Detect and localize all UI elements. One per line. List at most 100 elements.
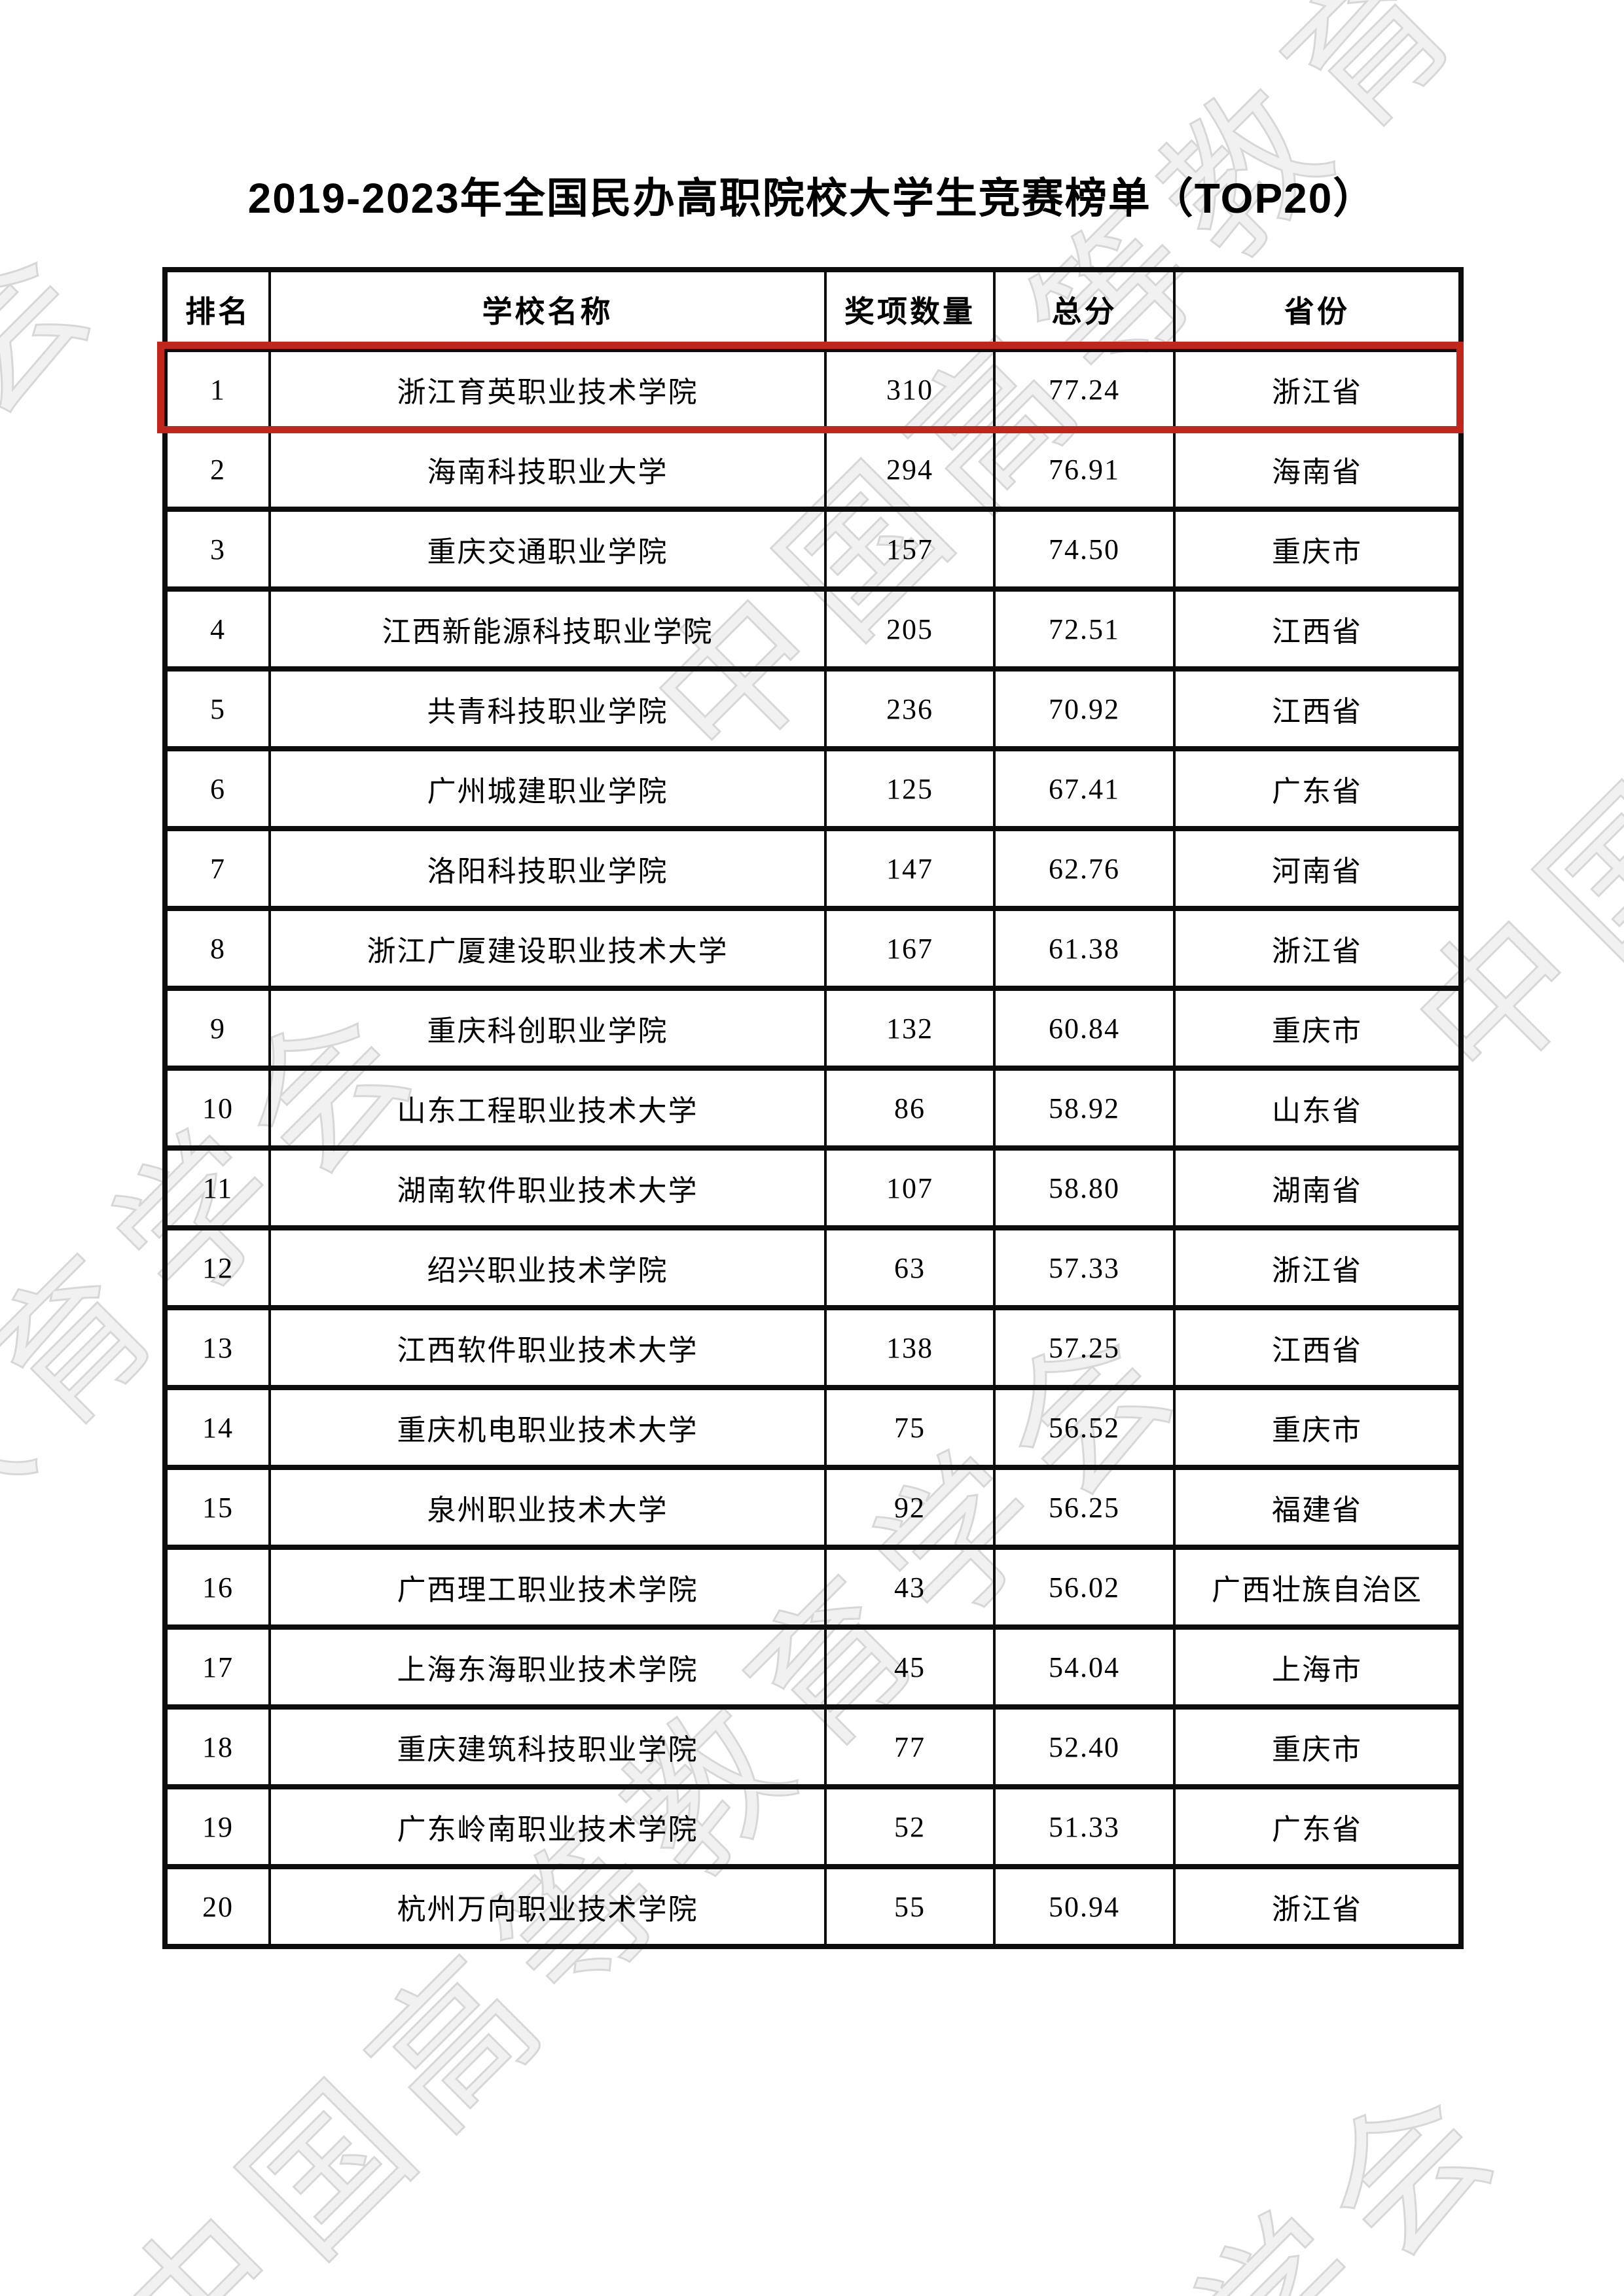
school-cell: 重庆科创职业学院: [268, 986, 827, 1071]
awards-cell: 43: [824, 1545, 996, 1630]
province-cell: 湖南省: [1173, 1145, 1462, 1230]
table-row: 6 广州城建职业学院 125 67.41 广东省: [164, 746, 1462, 831]
score-cell: 77.24: [993, 347, 1176, 432]
rank-cell: 4: [164, 586, 271, 672]
rank-cell: 16: [164, 1545, 271, 1630]
rank-cell: 14: [164, 1385, 271, 1470]
score-cell: 58.92: [993, 1066, 1176, 1151]
score-cell: 56.25: [993, 1465, 1176, 1550]
awards-cell: 77: [824, 1704, 996, 1789]
province-cell: 江西省: [1173, 666, 1462, 751]
score-cell: 51.33: [993, 1784, 1176, 1869]
rank-cell: 7: [164, 826, 271, 911]
table-row: 5 共青科技职业学院 236 70.92 江西省: [164, 666, 1462, 751]
awards-cell: 294: [824, 427, 996, 512]
table-row: 12 绍兴职业技术学院 63 57.33 浙江省: [164, 1225, 1462, 1310]
table-row: 13 江西软件职业技术大学 138 57.25 江西省: [164, 1305, 1462, 1390]
school-cell: 共青科技职业学院: [268, 666, 827, 751]
awards-cell: 310: [824, 347, 996, 432]
school-cell: 山东工程职业技术大学: [268, 1066, 827, 1151]
awards-cell: 138: [824, 1305, 996, 1390]
rank-cell: 5: [164, 666, 271, 751]
ranking-table: 排名 学校名称 奖项数量 总分 省份 1 浙江育英职业技术学院 310 77.24 浙江…: [162, 267, 1464, 1949]
rank-cell: 18: [164, 1704, 271, 1789]
school-cell: 洛阳科技职业学院: [268, 826, 827, 911]
rank-cell: 19: [164, 1784, 271, 1869]
table-row: 10 山东工程职业技术大学 86 58.92 山东省: [164, 1066, 1462, 1151]
province-cell: 广西壮族自治区: [1173, 1545, 1462, 1630]
awards-cell: 55: [824, 1864, 996, 1949]
province-cell: 山东省: [1173, 1066, 1462, 1151]
rank-cell: 13: [164, 1305, 271, 1390]
rank-cell: 1: [164, 347, 271, 432]
rank-cell: 3: [164, 507, 271, 592]
awards-cell: 107: [824, 1145, 996, 1230]
awards-cell: 86: [824, 1066, 996, 1151]
table-row: 19 广东岭南职业技术学院 52 51.33 广东省: [164, 1784, 1462, 1869]
table-row: 9 重庆科创职业学院 132 60.84 重庆市: [164, 986, 1462, 1071]
school-cell: 江西新能源科技职业学院: [268, 586, 827, 672]
table-row: 4 江西新能源科技职业学院 205 72.51 江西省: [164, 586, 1462, 672]
school-cell: 浙江育英职业技术学院: [268, 347, 827, 432]
score-cell: 62.76: [993, 826, 1176, 911]
score-cell: 61.38: [993, 906, 1176, 991]
awards-cell: 92: [824, 1465, 996, 1550]
table-row: 14 重庆机电职业技术大学 75 56.52 重庆市: [164, 1385, 1462, 1470]
score-cell: 50.94: [993, 1864, 1176, 1949]
rank-cell: 2: [164, 427, 271, 512]
province-cell: 江西省: [1173, 1305, 1462, 1390]
table-row: 17 上海东海职业技术学院 45 54.04 上海市: [164, 1624, 1462, 1710]
table-row: 1 浙江育英职业技术学院 310 77.24 浙江省: [164, 347, 1462, 432]
score-cell: 72.51: [993, 586, 1176, 672]
awards-cell: 205: [824, 586, 996, 672]
school-cell: 绍兴职业技术学院: [268, 1225, 827, 1310]
rank-cell: 15: [164, 1465, 271, 1550]
table-row: 16 广西理工职业技术学院 43 56.02 广西壮族自治区: [164, 1545, 1462, 1630]
column-header: 学校名称: [268, 267, 827, 352]
school-cell: 重庆建筑科技职业学院: [268, 1704, 827, 1789]
awards-cell: 63: [824, 1225, 996, 1310]
province-cell: 浙江省: [1173, 1864, 1462, 1949]
score-cell: 56.02: [993, 1545, 1176, 1630]
province-cell: 河南省: [1173, 826, 1462, 911]
province-cell: 广东省: [1173, 1784, 1462, 1869]
school-cell: 重庆交通职业学院: [268, 507, 827, 592]
school-cell: 广东岭南职业技术学院: [268, 1784, 827, 1869]
awards-cell: 52: [824, 1784, 996, 1869]
awards-cell: 236: [824, 666, 996, 751]
province-cell: 重庆市: [1173, 507, 1462, 592]
score-cell: 67.41: [993, 746, 1176, 831]
province-cell: 浙江省: [1173, 906, 1462, 991]
rank-cell: 11: [164, 1145, 271, 1230]
score-cell: 52.40: [993, 1704, 1176, 1789]
score-cell: 56.52: [993, 1385, 1176, 1470]
school-cell: 泉州职业技术大学: [268, 1465, 827, 1550]
score-cell: 54.04: [993, 1624, 1176, 1710]
table-row: 7 洛阳科技职业学院 147 62.76 河南省: [164, 826, 1462, 911]
rank-cell: 9: [164, 986, 271, 1071]
province-cell: 重庆市: [1173, 1704, 1462, 1789]
awards-cell: 167: [824, 906, 996, 991]
province-cell: 浙江省: [1173, 1225, 1462, 1310]
page-title: 2019-2023年全国民办高职院校大学生竞赛榜单（TOP20）: [247, 175, 1377, 222]
column-header: 省份: [1173, 267, 1462, 352]
province-cell: 海南省: [1173, 427, 1462, 512]
table-row: 18 重庆建筑科技职业学院 77 52.40 重庆市: [164, 1704, 1462, 1789]
school-cell: 广州城建职业学院: [268, 746, 827, 831]
school-cell: 上海东海职业技术学院: [268, 1624, 827, 1710]
awards-cell: 125: [824, 746, 996, 831]
province-cell: 广东省: [1173, 746, 1462, 831]
awards-cell: 157: [824, 507, 996, 592]
province-cell: 上海市: [1173, 1624, 1462, 1710]
column-header: 排名: [164, 267, 271, 352]
rank-cell: 12: [164, 1225, 271, 1310]
score-cell: 74.50: [993, 507, 1176, 592]
school-cell: 江西软件职业技术大学: [268, 1305, 827, 1390]
score-cell: 70.92: [993, 666, 1176, 751]
column-header: 奖项数量: [824, 267, 996, 352]
school-cell: 海南科技职业大学: [268, 427, 827, 512]
province-cell: 浙江省: [1173, 347, 1462, 432]
rank-cell: 6: [164, 746, 271, 831]
rank-cell: 10: [164, 1066, 271, 1151]
